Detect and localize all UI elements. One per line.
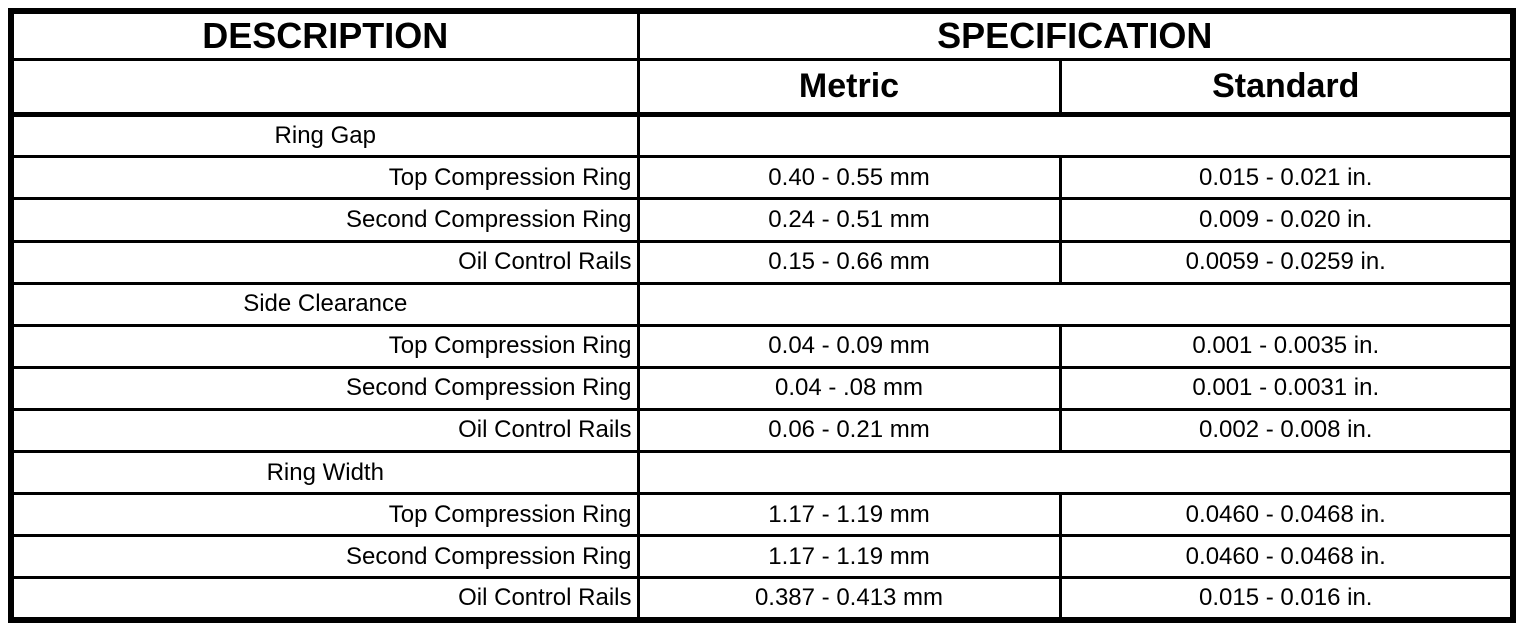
row-standard-value: 0.015 - 0.016 in. — [1058, 576, 1515, 622]
row-description: Second Compression Ring — [9, 197, 640, 243]
row-standard-value: 0.0460 - 0.0468 in. — [1058, 534, 1515, 580]
row-standard-value: 0.002 - 0.008 in. — [1058, 407, 1515, 453]
row-standard-value: 0.0059 - 0.0259 in. — [1058, 239, 1515, 285]
metric-column-header: Metric — [636, 58, 1062, 118]
table-row: Oil Control Rails 0.15 - 0.66 mm 0.0059 … — [9, 239, 1515, 285]
piston-ring-spec-table: DESCRIPTION SPECIFICATION Metric Standar… — [8, 8, 1516, 623]
section-header-row-side-clearance: Side Clearance — [9, 281, 1515, 327]
row-metric-value: 0.06 - 0.21 mm — [636, 407, 1062, 453]
standard-column-header: Standard — [1058, 58, 1515, 118]
section-header-row-ring-gap: Ring Gap — [9, 113, 1515, 159]
row-standard-value: 0.0460 - 0.0468 in. — [1058, 492, 1515, 538]
row-description: Oil Control Rails — [9, 407, 640, 453]
table-row: Top Compression Ring 1.17 - 1.19 mm 0.04… — [9, 492, 1515, 538]
row-description: Oil Control Rails — [9, 576, 640, 622]
description-header: DESCRIPTION — [9, 9, 640, 61]
table-row: Second Compression Ring 1.17 - 1.19 mm 0… — [9, 534, 1515, 580]
row-metric-value: 0.387 - 0.413 mm — [636, 576, 1062, 622]
row-description: Second Compression Ring — [9, 534, 640, 580]
table-row: Oil Control Rails 0.06 - 0.21 mm 0.002 -… — [9, 407, 1515, 453]
header-row-units: Metric Standard — [9, 58, 1515, 118]
row-standard-value: 0.001 - 0.0031 in. — [1058, 365, 1515, 411]
table-row: Second Compression Ring 0.04 - .08 mm 0.… — [9, 365, 1515, 411]
section-header-row-ring-width: Ring Width — [9, 449, 1515, 496]
row-metric-value: 0.15 - 0.66 mm — [636, 239, 1062, 285]
row-description: Oil Control Rails — [9, 239, 640, 285]
header-row-main: DESCRIPTION SPECIFICATION — [9, 9, 1515, 61]
section-title: Ring Width — [9, 449, 640, 496]
row-standard-value: 0.001 - 0.0035 in. — [1058, 323, 1515, 369]
row-metric-value: 0.04 - 0.09 mm — [636, 323, 1062, 369]
section-title-spec-empty — [636, 449, 1515, 496]
section-title-spec-empty — [636, 113, 1515, 159]
row-metric-value: 1.17 - 1.19 mm — [636, 534, 1062, 580]
section-title: Ring Gap — [9, 113, 640, 159]
row-description: Top Compression Ring — [9, 155, 640, 201]
row-metric-value: 0.04 - .08 mm — [636, 365, 1062, 411]
row-standard-value: 0.009 - 0.020 in. — [1058, 197, 1515, 243]
description-subheader-empty — [9, 58, 640, 118]
row-description: Top Compression Ring — [9, 323, 640, 369]
table-row: Second Compression Ring 0.24 - 0.51 mm 0… — [9, 197, 1515, 243]
row-description: Top Compression Ring — [9, 492, 640, 538]
table-row: Top Compression Ring 0.40 - 0.55 mm 0.01… — [9, 155, 1515, 201]
row-description: Second Compression Ring — [9, 365, 640, 411]
specification-header: SPECIFICATION — [636, 9, 1515, 61]
section-title: Side Clearance — [9, 281, 640, 327]
row-metric-value: 0.24 - 0.51 mm — [636, 197, 1062, 243]
table-row: Oil Control Rails 0.387 - 0.413 mm 0.015… — [9, 576, 1515, 622]
row-metric-value: 0.40 - 0.55 mm — [636, 155, 1062, 201]
table-row: Top Compression Ring 0.04 - 0.09 mm 0.00… — [9, 323, 1515, 369]
section-title-spec-empty — [636, 281, 1515, 327]
row-metric-value: 1.17 - 1.19 mm — [636, 492, 1062, 538]
row-standard-value: 0.015 - 0.021 in. — [1058, 155, 1515, 201]
